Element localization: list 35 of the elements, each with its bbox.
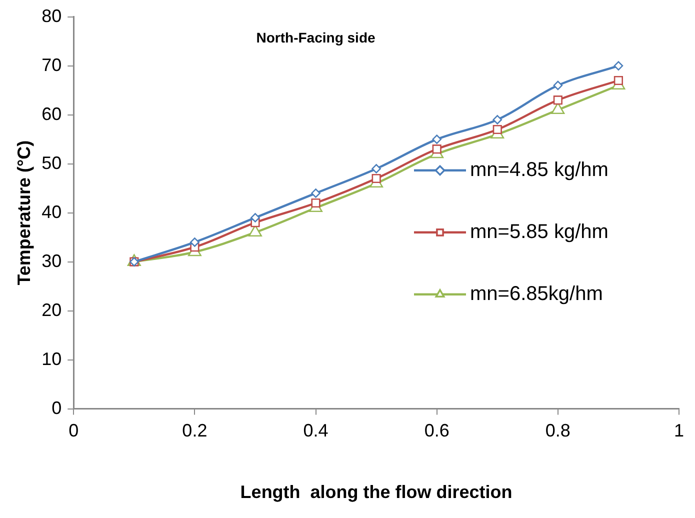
y-tick-label: 80: [42, 6, 62, 26]
x-tick-label: 0.6: [424, 420, 450, 441]
point: [311, 198, 320, 208]
point: [372, 174, 381, 184]
x-tick-label: 0: [68, 420, 79, 441]
point: [553, 96, 562, 105]
x-tick-label: 0.8: [545, 420, 570, 441]
y-tick-label: 60: [42, 104, 62, 124]
x-axis-title: Length along the flow direction: [240, 482, 512, 502]
y-tick-label: 40: [42, 202, 62, 222]
y-tick-label: 20: [42, 300, 62, 320]
y-tick-label: 0: [52, 398, 62, 418]
point: [614, 61, 624, 70]
legend-label: mn=6.85kg/hm: [470, 282, 603, 305]
point: [492, 115, 502, 124]
y-axis-title: Temperature (°C): [14, 140, 34, 286]
point: [250, 213, 260, 222]
legend-label: mn=5.85 kg/hm: [470, 220, 608, 243]
text: North-Facing side: [256, 30, 376, 46]
legend-label: mn=4.85 kg/hm: [470, 158, 608, 181]
y-tick-label: 50: [42, 152, 62, 173]
point: [311, 188, 320, 198]
point: [432, 134, 442, 144]
point: [614, 76, 623, 86]
point: [553, 80, 563, 90]
point: [190, 238, 200, 247]
x-tick-label: 0.2: [182, 420, 208, 441]
y-tick-label: 10: [42, 348, 62, 369]
point: [372, 164, 381, 174]
point: [492, 124, 502, 134]
y-tick-label: 70: [42, 54, 62, 75]
y-tick-label: 30: [42, 250, 62, 271]
x-tick-label: 0.4: [303, 420, 328, 441]
point: [432, 144, 442, 154]
x-tick-label: 1: [674, 420, 684, 441]
